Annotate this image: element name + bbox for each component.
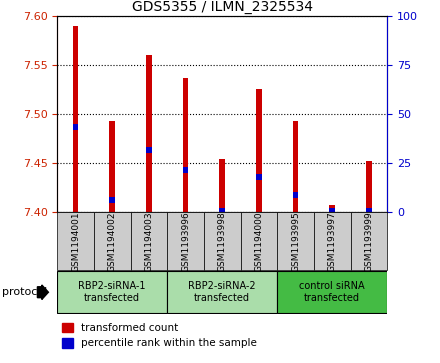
FancyBboxPatch shape <box>57 212 94 270</box>
Text: protocol: protocol <box>2 287 48 297</box>
Bar <box>330 208 335 214</box>
FancyBboxPatch shape <box>277 212 314 270</box>
Bar <box>293 192 298 198</box>
Text: GSM1193997: GSM1193997 <box>328 211 337 272</box>
FancyBboxPatch shape <box>241 212 277 270</box>
Bar <box>73 124 78 130</box>
Text: GSM1194000: GSM1194000 <box>254 211 264 272</box>
Text: GSM1193998: GSM1193998 <box>218 211 227 272</box>
Text: RBP2-siRNA-2
transfected: RBP2-siRNA-2 transfected <box>188 281 256 303</box>
FancyBboxPatch shape <box>167 212 204 270</box>
Text: GSM1193995: GSM1193995 <box>291 211 300 272</box>
Bar <box>110 121 115 212</box>
Bar <box>146 54 152 212</box>
Bar <box>146 147 152 152</box>
Bar <box>293 121 298 212</box>
Bar <box>183 167 188 173</box>
Bar <box>366 208 372 214</box>
FancyBboxPatch shape <box>204 212 241 270</box>
Text: control siRNA
transfected: control siRNA transfected <box>299 281 365 303</box>
Legend: transformed count, percentile rank within the sample: transformed count, percentile rank withi… <box>62 323 257 348</box>
FancyBboxPatch shape <box>277 271 387 313</box>
Bar <box>366 162 372 212</box>
FancyBboxPatch shape <box>57 271 167 313</box>
FancyBboxPatch shape <box>314 212 351 270</box>
Bar <box>183 78 188 212</box>
Text: GSM1194003: GSM1194003 <box>144 211 154 272</box>
Text: GSM1194002: GSM1194002 <box>108 211 117 272</box>
Text: GSM1194001: GSM1194001 <box>71 211 80 272</box>
FancyBboxPatch shape <box>131 212 167 270</box>
FancyBboxPatch shape <box>94 212 131 270</box>
Bar <box>256 89 262 212</box>
FancyBboxPatch shape <box>351 212 387 270</box>
FancyBboxPatch shape <box>167 271 277 313</box>
Bar <box>220 159 225 212</box>
Title: GDS5355 / ILMN_2325534: GDS5355 / ILMN_2325534 <box>132 0 313 14</box>
Bar <box>73 26 78 212</box>
Bar <box>110 197 115 203</box>
Text: GSM1193996: GSM1193996 <box>181 211 190 272</box>
Bar <box>330 204 335 212</box>
Text: GSM1193999: GSM1193999 <box>364 211 374 272</box>
Text: RBP2-siRNA-1
transfected: RBP2-siRNA-1 transfected <box>78 281 146 303</box>
Bar <box>220 208 225 214</box>
Bar <box>256 174 262 180</box>
